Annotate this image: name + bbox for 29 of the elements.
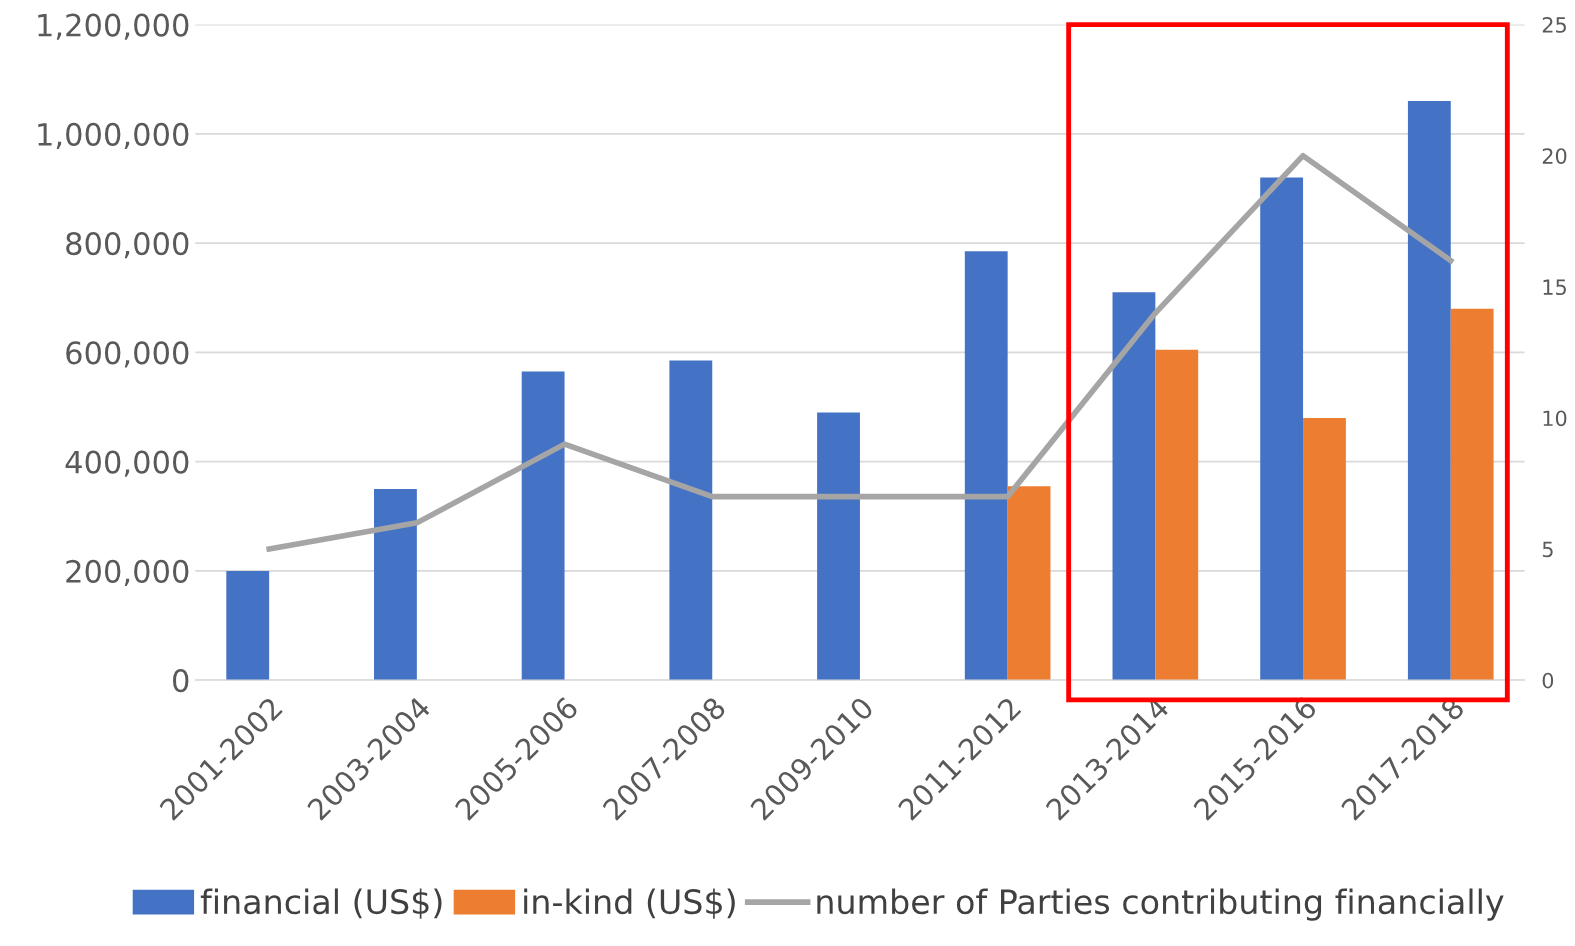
y2-tick-label: 5 xyxy=(1542,541,1553,558)
y-tick-label: 1,000,000 xyxy=(38,122,189,150)
bar xyxy=(669,360,713,681)
bar xyxy=(1303,417,1346,681)
bar xyxy=(1112,292,1156,681)
y-tick-label: 600,000 xyxy=(66,341,189,368)
y-tick-label: 1,200,000 xyxy=(38,13,189,40)
y2-tick-label: 25 xyxy=(1542,17,1566,33)
bar xyxy=(964,251,1008,681)
y-tick-label: 400,000 xyxy=(65,450,189,477)
legend-label: in-kind (US$) xyxy=(524,888,735,919)
bar xyxy=(1450,308,1494,681)
y-tick-label: 800,000 xyxy=(66,232,189,259)
bar xyxy=(1407,101,1451,681)
y2-tick-label: 20 xyxy=(1542,148,1567,164)
y2-tick-label: 0 xyxy=(1542,672,1554,689)
legend-label: financial (US$) xyxy=(200,888,442,919)
bar xyxy=(1260,177,1304,681)
bar xyxy=(1007,486,1051,681)
bar xyxy=(1155,349,1199,681)
bar xyxy=(226,570,270,681)
y-tick-label: 0 xyxy=(173,669,189,693)
bar xyxy=(817,412,860,681)
legend-label: number of Parties contributing financially xyxy=(817,888,1504,921)
bar xyxy=(521,371,565,681)
y2-tick-label: 15 xyxy=(1543,279,1566,296)
bar xyxy=(374,488,417,681)
y2-tick-label: 10 xyxy=(1543,410,1567,427)
y-tick-label: 200,000 xyxy=(66,559,189,587)
